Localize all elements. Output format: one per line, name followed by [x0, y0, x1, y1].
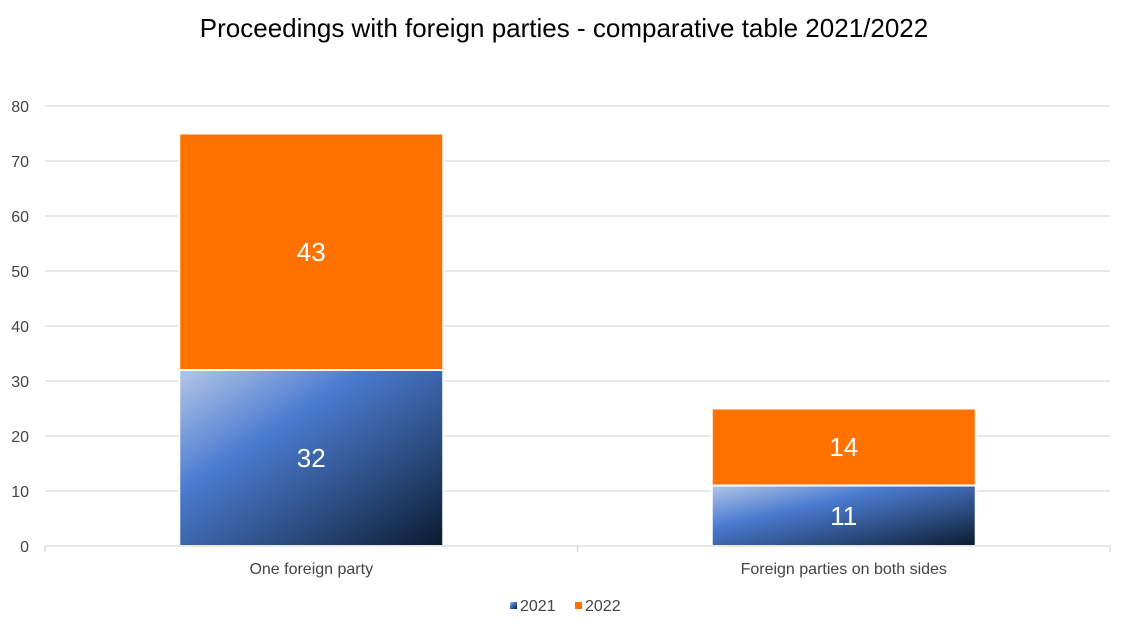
- legend-label-2022: 2022: [585, 598, 621, 615]
- y-tick-label: 50: [11, 264, 29, 281]
- y-tick-label: 60: [11, 209, 29, 226]
- y-tick-label: 70: [11, 154, 29, 171]
- x-axis-category-labels: One foreign party Foreign parties on both…: [249, 561, 946, 578]
- y-tick-label: 0: [20, 539, 29, 556]
- chart-title: Proceedings with foreign parties - compa…: [200, 13, 928, 43]
- legend: 2021 2022: [510, 598, 621, 615]
- y-tick-label: 40: [11, 319, 29, 336]
- data-labels: 32 43 11 14: [297, 237, 858, 531]
- y-tick-label: 80: [11, 99, 29, 116]
- legend-swatch-2022: [575, 602, 582, 609]
- x-category-label: Foreign parties on both sides: [741, 561, 947, 578]
- y-tick-label: 10: [11, 484, 29, 501]
- data-label-2021-1: 32: [297, 443, 326, 473]
- data-label-2021-2: 11: [830, 501, 857, 531]
- bar-2022-1: [178, 132, 445, 371]
- bar-group: [178, 132, 977, 547]
- bar-2021-2: [710, 484, 977, 547]
- data-label-2022-1: 43: [297, 237, 326, 267]
- y-axis-tick-labels: 0 10 20 30 40 50 60 70 80: [11, 99, 29, 556]
- bar-2021-1: [178, 369, 445, 547]
- x-axis: [44, 545, 1111, 552]
- y-tick-label: 30: [11, 374, 29, 391]
- y-tick-label: 20: [11, 429, 29, 446]
- legend-label-2021: 2021: [520, 598, 556, 615]
- legend-swatch-2021: [510, 602, 517, 609]
- x-category-label: One foreign party: [249, 561, 373, 578]
- bar-2022-2: [710, 407, 977, 487]
- data-label-2022-2: 14: [829, 432, 858, 462]
